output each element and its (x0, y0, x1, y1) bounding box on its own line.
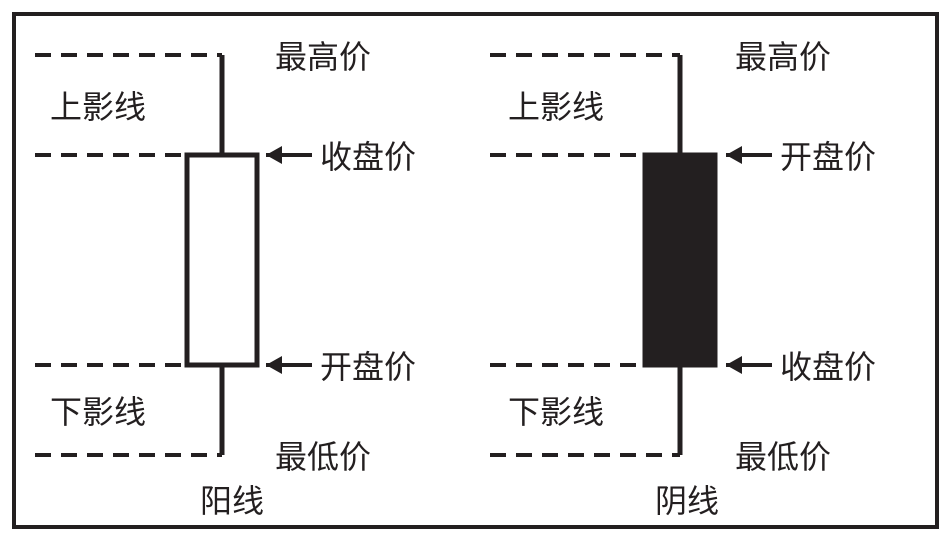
yang-label-low: 最低价 (275, 439, 371, 475)
yin-label-high: 最高价 (735, 39, 831, 75)
yang-label-high: 最高价 (275, 39, 371, 75)
yin-label-lower-shadow: 下影线 (508, 394, 604, 430)
yang-label-lower-shadow: 下影线 (50, 394, 146, 430)
yang-label-body-top: 收盘价 (320, 139, 416, 175)
yin-title: 阴线 (655, 483, 719, 519)
yin-label-body-bottom: 收盘价 (780, 349, 876, 385)
yang-title: 阳线 (200, 483, 264, 519)
yin-body (645, 155, 715, 365)
yin-label-upper-shadow: 上影线 (508, 89, 604, 125)
yin-label-body-top: 开盘价 (780, 139, 876, 175)
yang-label-upper-shadow: 上影线 (50, 89, 146, 125)
yang-label-body-bottom: 开盘价 (320, 349, 416, 385)
yang-body (187, 155, 257, 365)
yin-label-low: 最低价 (735, 439, 831, 475)
